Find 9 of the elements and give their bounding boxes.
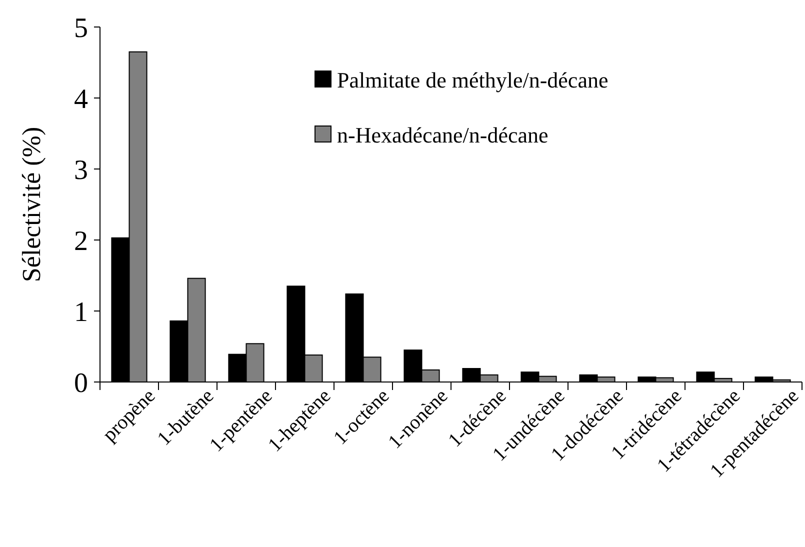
y-tick-label: 2 <box>74 226 88 257</box>
y-tick-label: 4 <box>74 84 88 115</box>
y-axis-title: Sélectivité (%) <box>17 126 46 282</box>
legend-label: n-Hexadécane/n-décane <box>337 122 548 148</box>
legend-label: Palmitate de méthyle/n-décane <box>337 68 608 93</box>
y-tick-label: 0 <box>74 368 88 399</box>
y-tick-label: 3 <box>74 154 88 186</box>
y-tick-label: 1 <box>74 296 88 328</box>
y-tick-label: 5 <box>74 12 88 44</box>
